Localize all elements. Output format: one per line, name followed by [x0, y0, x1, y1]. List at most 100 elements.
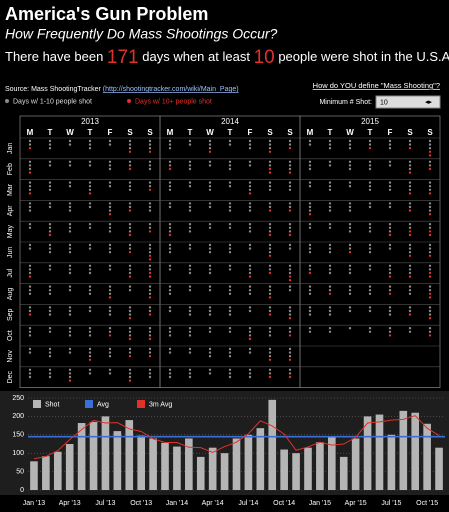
source-link[interactable]: (http://shootingtracker.com/wiki/Main_Pa…	[103, 86, 239, 93]
y-tick-label: 200	[12, 413, 24, 420]
bar	[77, 423, 86, 490]
spinner[interactable]: ◂▸	[425, 99, 433, 106]
gray-dots	[168, 368, 172, 379]
red-dots	[268, 209, 272, 212]
month-label: Jan	[7, 143, 14, 154]
gray-dots	[368, 223, 372, 233]
gray-dots	[108, 181, 112, 188]
legend-label: Avg	[97, 401, 109, 408]
gray-dots	[48, 347, 52, 358]
bar	[244, 434, 253, 490]
gray-dots	[388, 285, 392, 292]
red-dots	[128, 209, 132, 212]
gray-dots	[28, 223, 32, 229]
bar	[208, 447, 217, 490]
red-dots	[248, 192, 252, 195]
gray-dots	[128, 139, 132, 150]
red-dots	[128, 379, 132, 382]
gray-dots	[228, 222, 232, 230]
x-tick-label: Jan '15	[309, 500, 331, 507]
legend-swatch	[137, 400, 145, 408]
min-input[interactable]	[375, 95, 441, 109]
gray-dots	[128, 306, 132, 316]
legend-label: Shot	[45, 401, 59, 408]
red-dots	[308, 213, 312, 216]
gray-dots	[308, 285, 312, 295]
x-tick-label: Jul '15	[381, 500, 401, 507]
bar	[30, 461, 38, 490]
bar	[196, 456, 205, 490]
bar	[161, 442, 169, 490]
gray-dots	[248, 306, 252, 313]
red-dots	[428, 167, 432, 171]
gray-dots	[148, 306, 152, 313]
y-tick-label: 0	[20, 487, 24, 494]
gray-dots	[188, 223, 192, 233]
gray-dots	[68, 139, 72, 146]
weekday-label: F	[388, 128, 393, 137]
gray-dots	[88, 139, 92, 150]
gray-dots	[148, 160, 152, 171]
subtitle: How Frequently Do Mass Shootings Occur?	[5, 26, 278, 42]
gray-dots	[288, 202, 292, 209]
red-dots	[128, 233, 132, 237]
red-dots	[128, 167, 132, 171]
gray-dots	[348, 160, 352, 171]
gray-dots	[408, 243, 412, 254]
bar	[411, 412, 420, 490]
gray-dots	[348, 202, 352, 212]
gray-dots	[408, 181, 412, 192]
gray-dots	[228, 202, 232, 212]
gray-dots	[188, 181, 192, 188]
red-dots	[268, 358, 272, 361]
gray-dots	[288, 222, 292, 233]
gray-dots	[168, 326, 172, 337]
gray-dots	[188, 243, 192, 250]
red-dots	[28, 147, 32, 150]
red-dots	[428, 271, 432, 278]
gray-dots	[28, 160, 32, 171]
gray-dots	[28, 306, 32, 313]
gray-dots	[148, 326, 152, 337]
gray-dots	[408, 139, 412, 146]
x-tick-label: Apr '14	[202, 500, 224, 507]
bar	[232, 438, 241, 490]
red-dots	[128, 316, 132, 320]
gray-dots	[188, 306, 192, 316]
red-dots	[388, 275, 392, 278]
red-dots	[288, 316, 292, 320]
gray-dots	[28, 202, 32, 212]
red-dots	[408, 192, 412, 195]
gray-dots	[428, 139, 432, 150]
red-dots	[28, 313, 32, 316]
red-dots	[108, 334, 112, 337]
gray-dots	[288, 368, 292, 375]
gray-dots	[248, 347, 252, 354]
gray-dots	[48, 243, 52, 254]
gray-dots	[168, 160, 172, 167]
gray-dots	[408, 160, 412, 171]
red-dots	[268, 150, 272, 153]
gray-dots	[348, 139, 352, 150]
red-dots	[28, 275, 32, 278]
weekday-label: S	[407, 128, 413, 137]
gray-dots	[368, 306, 372, 313]
gray-dots	[128, 160, 132, 167]
red-dots	[288, 375, 292, 379]
gray-dots	[348, 181, 352, 188]
month-label: Oct	[7, 330, 14, 341]
gray-dots	[348, 243, 352, 250]
gray-dots	[128, 243, 132, 250]
gray-dots	[188, 160, 192, 171]
gray-dots	[248, 160, 252, 167]
gray-dots	[308, 306, 312, 316]
gray-dots	[208, 139, 212, 150]
define-link[interactable]: How do YOU define "Mass Shooting"?	[313, 81, 440, 90]
title: America's Gun Problem	[5, 4, 208, 24]
weekday-label: T	[88, 128, 93, 137]
bar	[149, 438, 157, 490]
red-dots	[108, 212, 112, 216]
red-dots	[428, 334, 432, 337]
gray-dots	[88, 285, 92, 295]
